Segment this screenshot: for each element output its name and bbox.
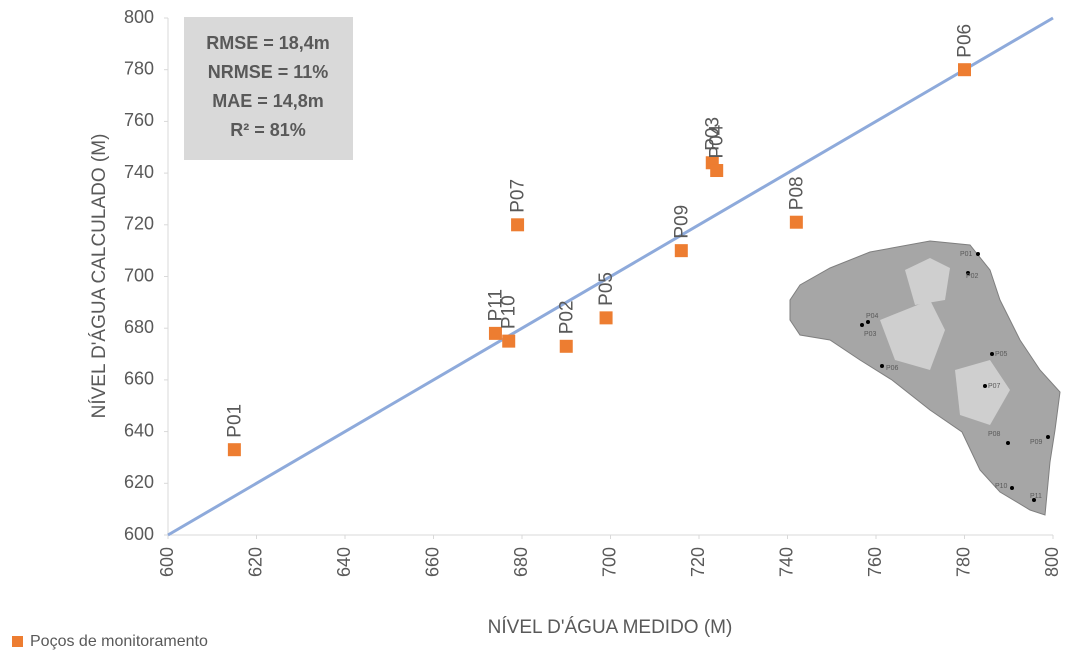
inset-label: P05 (995, 351, 1008, 358)
x-tick-label: 740 (776, 547, 796, 577)
point (958, 63, 971, 77)
point-label: P05 (596, 272, 617, 306)
legend-swatch (12, 636, 23, 647)
inset-map-region (905, 258, 950, 305)
point-label: P06 (955, 24, 976, 58)
inset-label: P10 (995, 483, 1008, 490)
point-label: P01 (224, 404, 245, 438)
y-tick-label: 660 (124, 369, 154, 389)
point (599, 311, 613, 325)
x-tick-label: 600 (157, 547, 177, 577)
point-label: P10 (499, 295, 520, 329)
point-label: P11 (485, 289, 506, 321)
inset-label: P04 (866, 313, 879, 320)
y-tick-label: 600 (124, 524, 154, 544)
y-tick-label: 680 (124, 317, 154, 337)
y-tick-label: 720 (124, 214, 154, 234)
inset-dot (990, 352, 994, 356)
inset-label: P06 (886, 365, 899, 372)
inset-label: P07 (988, 383, 1001, 390)
point (227, 443, 241, 457)
inset-dot (866, 320, 870, 324)
stats-line: RMSE = 18,4m (206, 33, 330, 53)
inset-dot (1006, 441, 1010, 445)
inset-map-region (955, 360, 1010, 425)
stats-line: MAE = 14,8m (212, 91, 324, 111)
stats-box (184, 17, 353, 160)
y-tick-label: 640 (124, 420, 154, 440)
point (789, 215, 803, 229)
point-label: P02 (556, 300, 577, 334)
inset-label: P02 (966, 273, 979, 280)
legend-label: Poços de monitoramento (30, 633, 208, 650)
inset-label: P08 (988, 431, 1001, 438)
x-tick-label: 640 (334, 547, 354, 577)
inset-dot (1046, 435, 1050, 439)
point-label: P03 (702, 117, 723, 151)
stats-line: NRMSE = 11% (208, 62, 329, 82)
x-tick-label: 680 (511, 547, 531, 577)
stats-line: R² = 81% (230, 120, 306, 140)
point-label: P07 (508, 179, 529, 213)
x-tick-label: 620 (245, 547, 265, 577)
point (488, 326, 502, 340)
inset-label: P09 (1030, 439, 1043, 446)
y-tick-label: 740 (124, 162, 154, 182)
inset-dot (1010, 486, 1014, 490)
inset-dot (860, 323, 864, 327)
inset-dot (966, 271, 970, 275)
inset-map (789, 240, 1061, 516)
point (559, 339, 573, 353)
point (710, 164, 724, 178)
point-label: P04 (707, 124, 728, 158)
inset-dot (880, 364, 884, 368)
reference-line (167, 16, 1054, 537)
y-tick-label: 800 (124, 7, 154, 27)
y-tick-label: 760 (124, 110, 154, 130)
x-tick-label: 700 (599, 547, 619, 577)
point (674, 244, 688, 258)
y-tick-label: 700 (124, 265, 154, 285)
point (502, 334, 516, 348)
point-label: P09 (671, 205, 692, 239)
inset-dot (1032, 498, 1036, 502)
y-tick-label: 780 (124, 58, 154, 78)
y-axis-label: NÍVEL D'ÁGUA CALCULADO (M) (89, 134, 110, 419)
inset-label: P03 (864, 331, 877, 338)
inset-map-region (880, 300, 945, 370)
point (511, 218, 525, 232)
inset-dot (976, 252, 980, 256)
x-tick-label: 800 (1042, 547, 1062, 577)
y-tick-label: 620 (124, 472, 154, 492)
x-tick-label: 720 (688, 547, 708, 577)
inset-label: P01 (960, 251, 973, 258)
point-label: P08 (786, 176, 807, 210)
inset-label: P11 (1030, 493, 1042, 500)
x-axis-label: NÍVEL D'ÁGUA MEDIDO (M) (488, 617, 733, 638)
x-tick-label: 780 (953, 547, 973, 577)
inset-dot (983, 384, 987, 388)
x-tick-label: 760 (865, 547, 885, 577)
x-tick-label: 660 (422, 547, 442, 577)
